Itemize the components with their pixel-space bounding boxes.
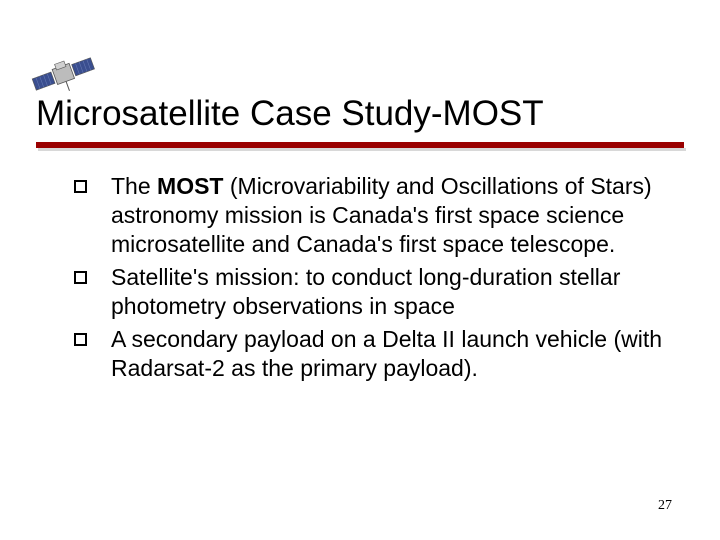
bullet-text-rest: Satellite's mission: to conduct long-dur… — [111, 264, 620, 319]
bullet-text: The MOST (Microvariability and Oscillati… — [111, 172, 674, 259]
bullet-marker-square — [74, 180, 87, 193]
title-rule-shadow — [38, 148, 686, 151]
bullet-text: Satellite's mission: to conduct long-dur… — [111, 263, 674, 321]
slide-body: The MOST (Microvariability and Oscillati… — [74, 172, 674, 387]
bullet-text-bold: MOST — [157, 173, 223, 199]
slide-title: Microsatellite Case Study-MOST — [36, 94, 684, 134]
bullet-item: Satellite's mission: to conduct long-dur… — [74, 263, 674, 321]
bullet-item: A secondary payload on a Delta II launch… — [74, 325, 674, 383]
bullet-marker-square — [74, 271, 87, 284]
slide: Microsatellite Case Study-MOST The MOST … — [0, 0, 720, 540]
satellite-icon — [28, 48, 98, 98]
bullet-text: A secondary payload on a Delta II launch… — [111, 325, 674, 383]
bullet-item: The MOST (Microvariability and Oscillati… — [74, 172, 674, 259]
page-number: 27 — [658, 498, 672, 514]
bullet-text-prefix: The — [111, 173, 157, 199]
bullet-text-rest: A secondary payload on a Delta II launch… — [111, 326, 662, 381]
bullet-marker-square — [74, 333, 87, 346]
